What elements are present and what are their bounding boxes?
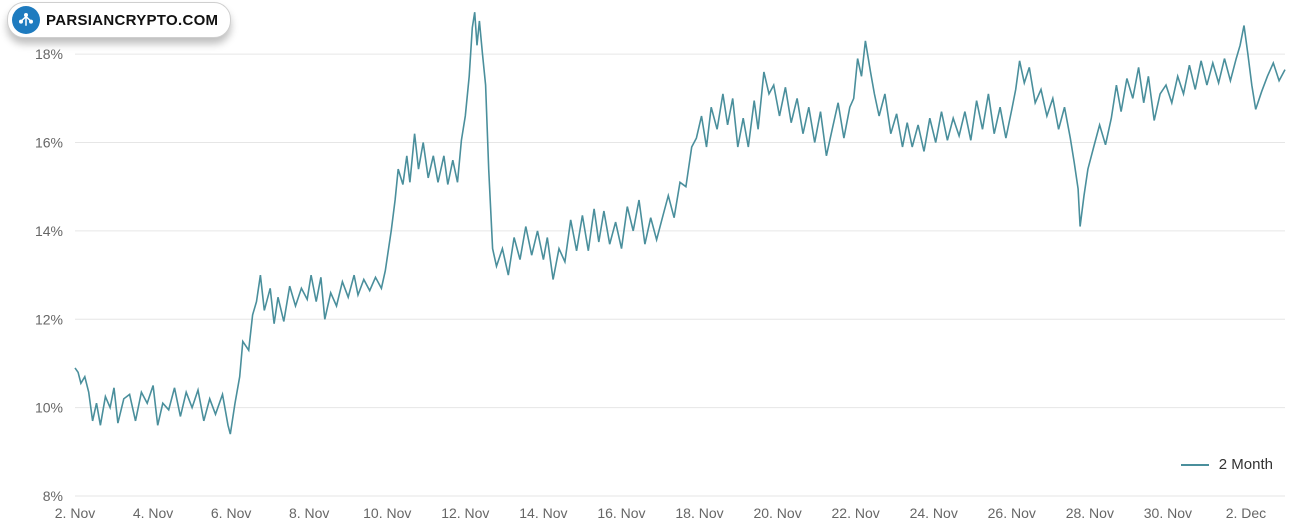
svg-text:2. Nov: 2. Nov [55, 505, 95, 521]
svg-text:28. Nov: 28. Nov [1066, 505, 1114, 521]
legend-label: 2 Month [1219, 456, 1273, 473]
chart-legend: 2 Month [1181, 456, 1273, 473]
svg-text:18%: 18% [35, 46, 63, 62]
svg-text:8. Nov: 8. Nov [289, 505, 329, 521]
svg-text:12. Nov: 12. Nov [441, 505, 489, 521]
legend-swatch [1181, 464, 1209, 466]
svg-text:12%: 12% [35, 311, 63, 327]
svg-text:30. Nov: 30. Nov [1144, 505, 1192, 521]
svg-text:20. Nov: 20. Nov [753, 505, 801, 521]
svg-text:4. Nov: 4. Nov [133, 505, 173, 521]
svg-text:18. Nov: 18. Nov [675, 505, 723, 521]
svg-text:6. Nov: 6. Nov [211, 505, 251, 521]
svg-text:10%: 10% [35, 400, 63, 416]
svg-text:16. Nov: 16. Nov [597, 505, 645, 521]
line-chart: 8% 10% 12% 14% 16% 18% 2. Nov 4. Nov 6. Nov 8. No… [0, 0, 1301, 527]
svg-text:24. Nov: 24. Nov [910, 505, 958, 521]
svg-text:14. Nov: 14. Nov [519, 505, 567, 521]
svg-text:2. Dec: 2. Dec [1226, 505, 1266, 521]
svg-text:26. Nov: 26. Nov [988, 505, 1036, 521]
svg-text:10. Nov: 10. Nov [363, 505, 411, 521]
svg-text:14%: 14% [35, 223, 63, 239]
svg-text:22. Nov: 22. Nov [832, 505, 880, 521]
svg-text:8%: 8% [43, 488, 63, 504]
chart-container: PARSIANCRYPTO.COM 8%10%12%14%16%18%2. No… [0, 0, 1301, 527]
svg-text:16%: 16% [35, 135, 63, 151]
